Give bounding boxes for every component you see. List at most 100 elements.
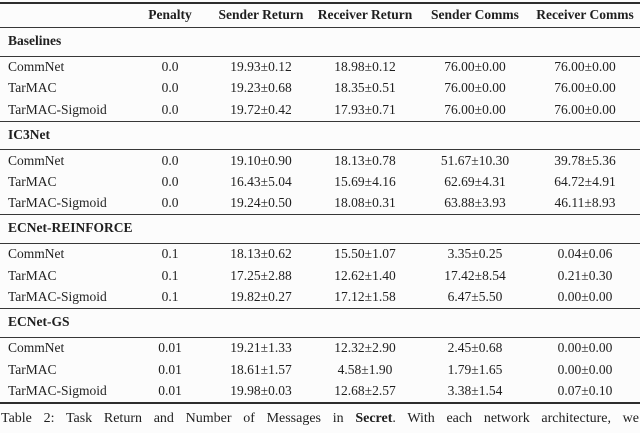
row-label: TarMAC	[8, 267, 57, 283]
table-row: TarMAC 0.0 19.23±0.68 18.35±0.51 76.00±0…	[0, 78, 640, 99]
receiver-return-value: 15.69±4.16	[334, 174, 396, 190]
row-label: TarMAC	[8, 80, 57, 96]
sender-return-value: 19.10±0.90	[230, 152, 292, 168]
section-title: Baselines	[0, 27, 640, 57]
table-row: TarMAC 0.0 16.43±5.04 15.69±4.16 62.69±4…	[0, 172, 640, 193]
table-row: TarMAC-Sigmoid 0.1 19.82±0.27 17.12±1.58…	[0, 287, 640, 309]
penalty-value: 0.0	[161, 195, 179, 211]
penalty-value: 0.0	[161, 80, 179, 96]
sender-return-value: 19.93±0.12	[230, 58, 292, 74]
table-row: CommNet 0.01 19.21±1.33 12.32±2.90 2.45±…	[0, 337, 640, 359]
column-header-blank	[0, 2, 128, 28]
column-header-sender-return: Sender Return	[212, 2, 310, 28]
receiver-return-value: 4.58±1.90	[337, 361, 393, 377]
sender-comms-value: 63.88±3.93	[444, 195, 506, 211]
column-header-receiver-return: Receiver Return	[310, 2, 420, 28]
receiver-comms-value: 76.00±0.00	[554, 101, 616, 117]
row-label: TarMAC-Sigmoid	[0, 380, 128, 404]
receiver-return-value: 12.62±1.40	[334, 267, 396, 283]
sender-comms-value: 62.69±4.31	[444, 174, 506, 190]
sender-return-value: 19.23±0.68	[230, 80, 292, 96]
sender-return-value: 18.13±0.62	[230, 246, 292, 262]
receiver-comms-value: 0.04±0.06	[557, 246, 613, 262]
table-row: TarMAC 0.1 17.25±2.88 12.62±1.40 17.42±8…	[0, 265, 640, 286]
row-label: TarMAC-Sigmoid	[8, 195, 107, 211]
receiver-comms-value: 76.00±0.00	[554, 80, 616, 96]
receiver-comms-value: 46.11±8.93	[554, 195, 616, 211]
row-label: CommNet	[8, 340, 65, 356]
section-title: ECNet-GS	[0, 308, 640, 338]
penalty-value: 0.01	[158, 361, 182, 377]
receiver-comms-value: 39.78±5.36	[554, 152, 616, 168]
receiver-return-value: 18.98±0.12	[334, 58, 396, 74]
sender-return-value: 19.82±0.27	[230, 289, 292, 305]
table-row: TarMAC-Sigmoid 0.0 19.72±0.42 17.93±0.71…	[0, 99, 640, 121]
receiver-return-value: 17.93±0.71	[334, 101, 396, 117]
column-header-receiver-comms: Receiver Comms	[530, 2, 640, 28]
table-row: CommNet 0.0 19.93±0.12 18.98±0.12 76.00±…	[0, 56, 640, 78]
receiver-comms-value: 0.07±0.10	[530, 380, 640, 404]
penalty-value: 0.0	[161, 152, 179, 168]
section-header-ic3net: IC3Net	[0, 120, 640, 151]
section-header-ecnet-reinforce: ECNet-REINFORCE	[0, 214, 640, 245]
caption-text-prefix: Table 2: Task Return and Number of Messa…	[1, 410, 356, 426]
receiver-return-value: 12.32±2.90	[334, 340, 396, 356]
section-title: IC3Net	[0, 120, 640, 151]
row-label: CommNet	[8, 152, 65, 168]
receiver-return-value: 18.13±0.78	[334, 152, 396, 168]
row-label: TarMAC-Sigmoid	[8, 289, 107, 305]
receiver-return-value: 15.50±1.07	[334, 246, 396, 262]
sender-comms-value: 3.38±1.54	[420, 380, 530, 404]
receiver-comms-value: 0.00±0.00	[557, 340, 613, 356]
results-table: Penalty Sender Return Receiver Return Se…	[0, 2, 640, 404]
row-label: TarMAC	[8, 361, 57, 377]
row-label: CommNet	[8, 58, 65, 74]
row-label: CommNet	[8, 246, 65, 262]
section-title: ECNet-REINFORCE	[0, 214, 640, 245]
sender-comms-value: 17.42±8.54	[444, 267, 506, 283]
sender-return-value: 16.43±5.04	[230, 174, 292, 190]
caption-text-suffix: . With each network architecture, we	[392, 410, 639, 426]
row-label: TarMAC	[8, 174, 57, 190]
receiver-comms-value: 0.00±0.00	[557, 361, 613, 377]
row-label: TarMAC-Sigmoid	[8, 101, 107, 117]
sender-comms-value: 1.79±1.65	[447, 361, 503, 377]
penalty-value: 0.0	[161, 58, 179, 74]
sender-return-value: 19.21±1.33	[230, 340, 292, 356]
penalty-value: 0.01	[158, 340, 182, 356]
penalty-value: 0.1	[161, 246, 179, 262]
receiver-return-value: 18.08±0.31	[334, 195, 396, 211]
sender-comms-value: 51.67±10.30	[440, 152, 510, 168]
receiver-return-value: 18.35±0.51	[334, 80, 396, 96]
column-header-sender-comms: Sender Comms	[420, 2, 530, 28]
sender-return-value: 19.72±0.42	[230, 101, 292, 117]
sender-return-value: 19.98±0.03	[212, 380, 310, 404]
receiver-comms-value: 76.00±0.00	[554, 58, 616, 74]
sender-return-value: 18.61±1.57	[230, 361, 292, 377]
sender-comms-value: 2.45±0.68	[447, 340, 503, 356]
penalty-value: 0.1	[161, 267, 179, 283]
receiver-return-value: 17.12±1.58	[334, 289, 396, 305]
penalty-value: 0.0	[161, 101, 179, 117]
sender-comms-value: 76.00±0.00	[444, 58, 506, 74]
receiver-return-value: 12.68±2.57	[310, 380, 420, 404]
penalty-value: 0.01	[128, 380, 212, 404]
caption-task-name: Secret	[355, 410, 393, 426]
sender-comms-value: 3.35±0.25	[447, 246, 503, 262]
penalty-value: 0.0	[161, 174, 179, 190]
sender-comms-value: 76.00±0.00	[444, 101, 506, 117]
receiver-comms-value: 0.00±0.00	[557, 289, 613, 305]
penalty-value: 0.1	[161, 289, 179, 305]
section-header-baselines: Baselines	[0, 27, 640, 57]
sender-return-value: 19.24±0.50	[230, 195, 292, 211]
table-row: TarMAC-Sigmoid 0.0 19.24±0.50 18.08±0.31…	[0, 193, 640, 215]
header-row: Penalty Sender Return Receiver Return Se…	[0, 2, 640, 28]
table-row: CommNet 0.0 19.10±0.90 18.13±0.78 51.67±…	[0, 150, 640, 172]
table-row: TarMAC 0.01 18.61±1.57 4.58±1.90 1.79±1.…	[0, 359, 640, 380]
section-header-ecnet-gs: ECNet-GS	[0, 308, 640, 338]
receiver-comms-value: 0.21±0.30	[557, 267, 613, 283]
sender-return-value: 17.25±2.88	[230, 267, 292, 283]
table-caption: Table 2: Task Return and Number of Messa…	[1, 411, 639, 427]
receiver-comms-value: 64.72±4.91	[554, 174, 616, 190]
